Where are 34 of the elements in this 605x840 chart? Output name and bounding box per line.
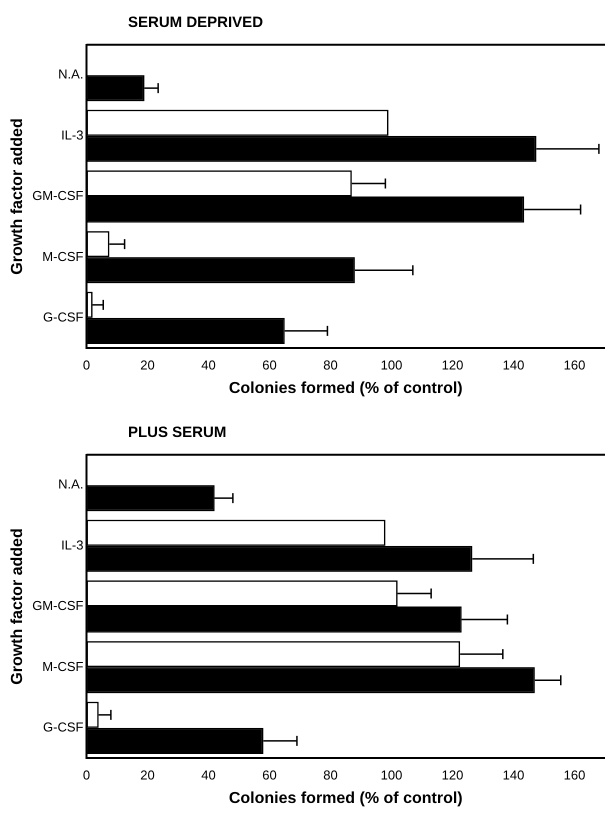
y-tick-label: M-CSF — [42, 658, 84, 674]
x-tick-label: 100 — [380, 768, 402, 783]
x-tick-label: 20 — [140, 358, 155, 373]
x-tick-label: 0 — [82, 358, 90, 373]
x-tick-label: 160 — [564, 768, 586, 783]
x-tick-label: 140 — [502, 768, 524, 783]
x-tick-label: 40 — [201, 768, 216, 783]
x-tick-label: 20 — [140, 768, 155, 783]
x-tick-label: 60 — [262, 768, 277, 783]
y-tick-label: GM-CSF — [32, 598, 84, 614]
x-tick-label: 120 — [442, 358, 464, 373]
y-axis-title: Growth factor added — [9, 528, 26, 685]
x-tick-label: 0 — [82, 768, 90, 783]
x-tick-label: 40 — [201, 358, 216, 373]
y-tick-label: M-CSF — [42, 248, 84, 264]
x-tick-label: 60 — [262, 358, 277, 373]
y-tick-label: G-CSF — [43, 719, 84, 734]
y-axis-title: Growth factor added — [9, 118, 26, 275]
x-tick-label: 160 — [564, 358, 586, 373]
y-tick-label: IL-3 — [61, 127, 84, 142]
y-tick-label: GM-CSF — [32, 188, 84, 204]
x-tick-label: 80 — [323, 358, 338, 373]
x-tick-label: 100 — [380, 358, 402, 373]
chart-title: PLUS SERUM — [128, 424, 226, 441]
y-tick-label: G-CSF — [43, 309, 84, 324]
y-tick-label: N.A. — [58, 476, 84, 492]
y-tick-label: N.A. — [58, 66, 84, 82]
x-axis-title: Colonies formed (% of control) — [228, 790, 463, 807]
x-tick-label: 120 — [442, 768, 464, 783]
x-axis-title: Colonies formed (% of control) — [228, 380, 463, 397]
chart-title: SERUM DEPRIVED — [128, 14, 264, 31]
y-tick-label: IL-3 — [61, 537, 84, 552]
x-tick-label: 140 — [502, 358, 524, 373]
x-tick-label: 80 — [323, 768, 338, 783]
